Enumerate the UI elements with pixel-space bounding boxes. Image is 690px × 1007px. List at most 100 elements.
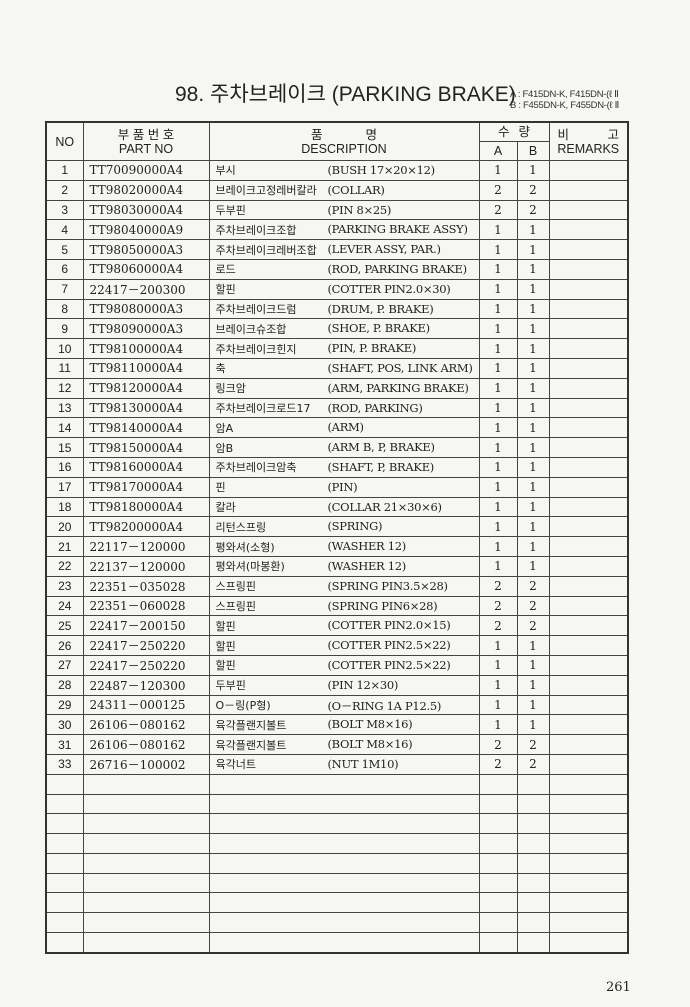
item-no: 14 <box>45 417 84 439</box>
part-number: TT98180000A4 <box>82 496 210 518</box>
qty-b: 1 <box>516 476 550 498</box>
item-no: 26 <box>45 635 84 656</box>
item-no: 3 <box>45 199 84 221</box>
item-no: 11 <box>45 357 84 379</box>
qty-a: 1 <box>478 239 518 260</box>
empty-cell <box>208 773 480 795</box>
table-row: 16 TT98160000A4 주차브레이크암축 (SHAFT, P, BRAKE) 1… <box>45 456 629 478</box>
table-row: 4 TT98040000A9 주차브레이크조합 (PARKING BRAKE ASSY… <box>45 219 629 241</box>
table-row: 3 TT98030000A4 두부핀 (PIN 8×25) 2 2 <box>45 199 629 221</box>
empty-row <box>45 852 629 874</box>
empty-row <box>45 912 629 934</box>
description: 브레이크고정레버칼라 (COLLAR) <box>208 179 480 201</box>
table-row: 13 TT98130000A4 주차브레이크로드17 (ROD, PARKING) 1 1 <box>45 397 629 419</box>
table-row: 9 TT98090000A3 브레이크슈조합 (SHOE, P. BRAKE) 1 1 <box>45 318 629 340</box>
remarks <box>548 278 629 300</box>
qty-b: 1 <box>516 239 550 260</box>
part-number: TT98060000A4 <box>82 258 210 280</box>
empty-cell <box>208 813 480 835</box>
description: 평와셔(마봉환) (WASHER 12) <box>208 555 480 577</box>
description-english: (ROD, PARKING) <box>327 400 423 415</box>
description-korean: 로드 <box>215 263 236 277</box>
description: 스프링핀 (SPRING PIN6×28) <box>208 595 480 617</box>
empty-row <box>45 813 629 835</box>
qty-b: 2 <box>516 199 550 221</box>
qty-a: 2 <box>478 615 518 637</box>
description: 할핀 (COTTER PIN2.0×15) <box>208 615 480 637</box>
part-number: 22351－060028 <box>82 595 210 617</box>
description-english: (PIN 8×25) <box>327 202 392 217</box>
empty-cell <box>45 833 84 854</box>
description-korean: 암A <box>215 421 234 435</box>
empty-cell <box>548 793 629 815</box>
description: 두부핀 (PIN 12×30) <box>208 674 480 696</box>
part-number: 22417－200150 <box>82 615 210 637</box>
description-korean: 브레이크고정레버칼라 <box>215 184 317 198</box>
qty-b: 1 <box>516 654 550 676</box>
part-number: 22417－200300 <box>82 278 210 300</box>
qty-a: 1 <box>478 714 518 736</box>
remarks <box>548 654 629 676</box>
part-number: 22137－120000 <box>82 555 210 577</box>
qty-b: 1 <box>516 417 550 439</box>
empty-cell <box>548 892 629 914</box>
description: 주차브레이크암축 (SHAFT, P, BRAKE) <box>208 456 480 478</box>
qty-a: 1 <box>478 338 518 359</box>
description-english: (PIN, P. BRAKE) <box>327 341 417 356</box>
empty-cell <box>82 813 210 835</box>
description: 육각너트 (NUT 1M10) <box>208 753 480 775</box>
part-number: TT98200000A4 <box>82 516 210 538</box>
model-b: B : F455DN-K, F455DN-(ℓ Ⅱ <box>510 100 619 111</box>
qty-b: 1 <box>516 278 550 300</box>
part-number: TT70090000A4 <box>82 160 210 181</box>
empty-cell <box>478 813 518 835</box>
description-korean: 핀 <box>215 481 226 495</box>
header-part-no: 부 품 번 호 PART NO <box>82 121 210 161</box>
description-korean: 링크암 <box>215 382 246 396</box>
description: 암B (ARM B, P, BRAKE) <box>208 437 480 458</box>
table-row: 26 22417－250220 할핀 (COTTER PIN2.5×22) 1 1 <box>45 635 629 656</box>
item-no: 21 <box>45 536 84 557</box>
empty-cell <box>45 872 84 894</box>
description-korean: 리턴스프링 <box>215 520 267 534</box>
qty-a: 2 <box>478 199 518 221</box>
empty-cell <box>478 872 518 894</box>
remarks <box>548 338 629 359</box>
empty-row <box>45 932 629 954</box>
description-english: (NUT 1M10) <box>327 756 399 771</box>
description: 축 (SHAFT, POS, LINK ARM) <box>208 357 480 379</box>
qty-b: 1 <box>516 536 550 557</box>
description-english: (ROD, PARKING BRAKE) <box>327 261 468 276</box>
empty-cell <box>516 773 550 795</box>
remarks <box>548 179 629 201</box>
description: 할핀 (COTTER PIN2.5×22) <box>208 654 480 676</box>
table-row: 10 TT98100000A4 주차브레이크힌지 (PIN, P. BRAKE) 1 1 <box>45 338 629 359</box>
item-no: 16 <box>45 456 84 478</box>
empty-cell <box>45 892 84 914</box>
qty-a: 1 <box>478 298 518 320</box>
remarks <box>548 357 629 379</box>
remarks <box>548 734 629 755</box>
remarks <box>548 318 629 340</box>
description-korean: 브레이크슈조합 <box>215 322 287 336</box>
part-number: TT98090000A3 <box>82 318 210 340</box>
item-no: 8 <box>45 298 84 320</box>
description-korean: 할핀 <box>215 659 236 673</box>
remarks <box>548 377 629 399</box>
part-number: TT98020000A4 <box>82 179 210 201</box>
header-description: 품 명 DESCRIPTION <box>208 121 480 161</box>
description-korean: 주차브레이크암축 <box>215 461 297 475</box>
qty-a: 2 <box>478 575 518 597</box>
description: 링크암 (ARM, PARKING BRAKE) <box>208 377 480 399</box>
item-no: 13 <box>45 397 84 419</box>
qty-b: 1 <box>516 496 550 518</box>
page-number: 261 <box>606 980 631 995</box>
description: 주차브레이크로드17 (ROD, PARKING) <box>208 397 480 419</box>
header-no: NO <box>45 121 84 161</box>
table-row: 17 TT98170000A4 핀 (PIN) 1 1 <box>45 476 629 498</box>
description: 암A (ARM) <box>208 417 480 439</box>
table-row: 30 26106－080162 육각플랜지볼트 (BOLT M8×16) 1 1 <box>45 714 629 736</box>
description: 스프링핀 (SPRING PIN3.5×28) <box>208 575 480 597</box>
table-row: 6 TT98060000A4 로드 (ROD, PARKING BRAKE) 1 1 <box>45 258 629 280</box>
item-no: 27 <box>45 654 84 676</box>
